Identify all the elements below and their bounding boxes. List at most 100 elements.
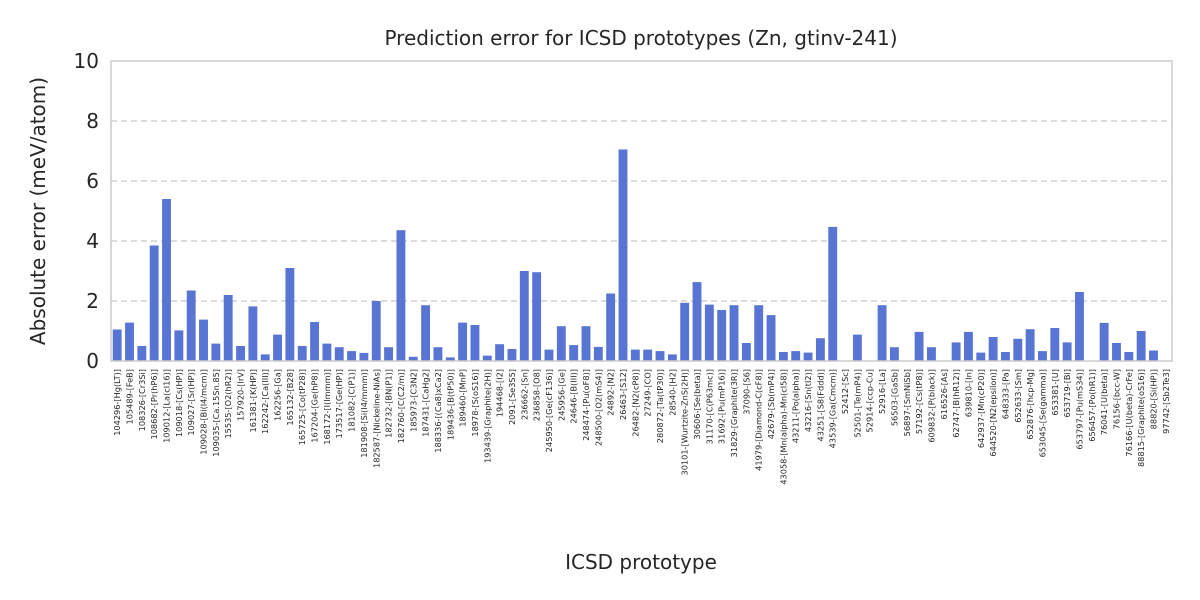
- bar: [889, 347, 899, 361]
- bar: [581, 326, 591, 361]
- x-tick-label: 248474-[Pu(oF8)]: [581, 369, 591, 441]
- x-tick-label: 161381-[K(HP)]: [248, 369, 258, 432]
- x-tick-label: 165725-[Co(tP28)]: [297, 369, 307, 445]
- bar: [347, 351, 357, 361]
- x-tick-label: 189436-[B(tP50)]: [445, 369, 455, 440]
- bar: [1136, 331, 1146, 361]
- x-tick-label: 15535-[O2(hR2)]: [223, 369, 233, 439]
- x-tick-label: 642937-[Mn(cP20)]: [976, 369, 986, 448]
- x-tick-label: 109018-[Cs(HP)]: [174, 369, 184, 437]
- bar: [803, 352, 813, 361]
- bar: [112, 329, 122, 361]
- y-axis-label: Absolute error (meV/atom): [26, 77, 50, 345]
- x-tick-label: 76166-[U(beta)-CrFe]: [1124, 369, 1134, 457]
- x-tick-label: 56503-[GaSb]: [889, 369, 899, 426]
- x-tick-label: 644520-[N2(epsilon)]: [988, 369, 998, 457]
- x-tick-label: 181908-[Si(I4/mmm)]: [359, 369, 369, 458]
- x-tick-label: 104296-[Hg(LT)]: [112, 369, 122, 436]
- bar: [211, 343, 221, 361]
- x-tick-label: 28540-[H2]: [667, 369, 677, 416]
- x-tick-label: 653797-[Pu(mS34)]: [1074, 369, 1084, 450]
- bar: [297, 346, 307, 361]
- bar: [396, 230, 406, 361]
- x-tick-label: 62747-[B(hR12)]: [951, 369, 961, 438]
- x-tick-label: 609832-[P(black)]: [926, 369, 936, 443]
- bar: [1038, 351, 1047, 361]
- x-tick-label: 52916-[La]: [877, 369, 887, 414]
- bar: [729, 305, 739, 361]
- bar: [532, 272, 542, 361]
- bar: [322, 343, 332, 361]
- bar: [260, 354, 270, 361]
- bar: [248, 306, 258, 361]
- bar: [951, 342, 961, 361]
- bar: [519, 271, 529, 361]
- x-tick-label: 653381-[U]: [1050, 369, 1060, 416]
- x-tick-label: 88820-[Si(HP)]: [1148, 369, 1158, 429]
- bar: [680, 302, 690, 361]
- x-tick-label: 30101-[Wurtzite-ZnS(2H)]: [680, 369, 690, 475]
- x-tick-label: 280872-[Ta(tP30)]: [655, 369, 665, 443]
- bar: [495, 344, 505, 361]
- bar: [618, 149, 628, 361]
- bar: [458, 322, 468, 361]
- x-tick-label: 31170-[C(P63mc)]: [704, 369, 714, 444]
- bar: [359, 352, 369, 361]
- bar: [778, 352, 788, 361]
- x-tick-label: 2091-[Se3S5]: [507, 369, 517, 425]
- bar: [137, 346, 147, 361]
- x-tick-label: 56897-[SmNiSb]: [902, 369, 912, 436]
- bar: [1112, 343, 1121, 361]
- bar: [1025, 329, 1035, 361]
- x-tick-label: 24646-[B(III)]: [569, 369, 579, 424]
- bar: [914, 331, 924, 361]
- x-tick-label: 52412-[Sc]: [840, 369, 850, 414]
- bar: [1013, 338, 1023, 361]
- y-tick-label: 6: [86, 169, 99, 193]
- x-tick-label: 108682-[Pr(hP6)]: [149, 369, 159, 439]
- y-tick-label: 0: [86, 349, 99, 373]
- x-tick-label: 37090-[S6]: [741, 369, 751, 415]
- x-tick-label: 31829-[Graphite(3R)]: [729, 369, 739, 457]
- bar: [174, 330, 184, 361]
- bar: [667, 354, 677, 361]
- bar: [717, 310, 727, 361]
- bar: [236, 346, 245, 361]
- x-tick-label: 182760-[C(C2/m)]: [396, 369, 406, 443]
- x-tick-label: 109027-[Sr(HP)]: [186, 369, 196, 436]
- bar: [285, 268, 295, 361]
- bar: [569, 345, 579, 361]
- bar: [1099, 322, 1109, 361]
- bar: [976, 352, 986, 361]
- bar: [199, 319, 208, 361]
- x-tick-label: 182732-[BN(P1)]: [384, 369, 394, 438]
- bar: [149, 245, 159, 361]
- bar: [1050, 328, 1060, 361]
- x-tick-label: 43211-[Po(alpha)]: [791, 369, 801, 443]
- bar: [384, 347, 394, 361]
- bar: [408, 356, 418, 361]
- bar: [754, 305, 764, 361]
- bar: [766, 315, 776, 361]
- x-tick-label: 24892-[N2]: [606, 369, 616, 416]
- bar: [371, 301, 381, 361]
- bar: [741, 343, 751, 361]
- bar: [643, 349, 653, 361]
- y-tick-label: 10: [74, 49, 99, 73]
- bar: [655, 351, 665, 361]
- x-axis-label: ICSD prototype: [565, 550, 717, 574]
- x-tick-label: 168172-[I(Immm)]: [322, 369, 332, 445]
- x-tick-label: 188336-[(Ca8)xCa2]: [433, 369, 443, 453]
- x-tick-label: 88815-[Graphite(oS16)]: [1136, 369, 1146, 467]
- x-tick-label: 43216-[Sn(tI2)]: [803, 369, 813, 432]
- x-tick-label: 639810-[In]: [963, 369, 973, 417]
- x-tick-labels: 104296-[Hg(LT)] 105489-[FeB] 108326-[Cr3Si…: [112, 369, 1171, 485]
- y-tick-label: 4: [86, 229, 99, 253]
- x-tick-label: 162256-[Ga]: [273, 369, 283, 421]
- x-tick-label: 97742-[Sb2Te3]: [1161, 369, 1171, 434]
- bar: [606, 293, 616, 361]
- y-tick-label: 8: [86, 109, 99, 133]
- bar: [186, 290, 196, 361]
- x-tick-label: 162242-[Ca(III)]: [260, 369, 270, 434]
